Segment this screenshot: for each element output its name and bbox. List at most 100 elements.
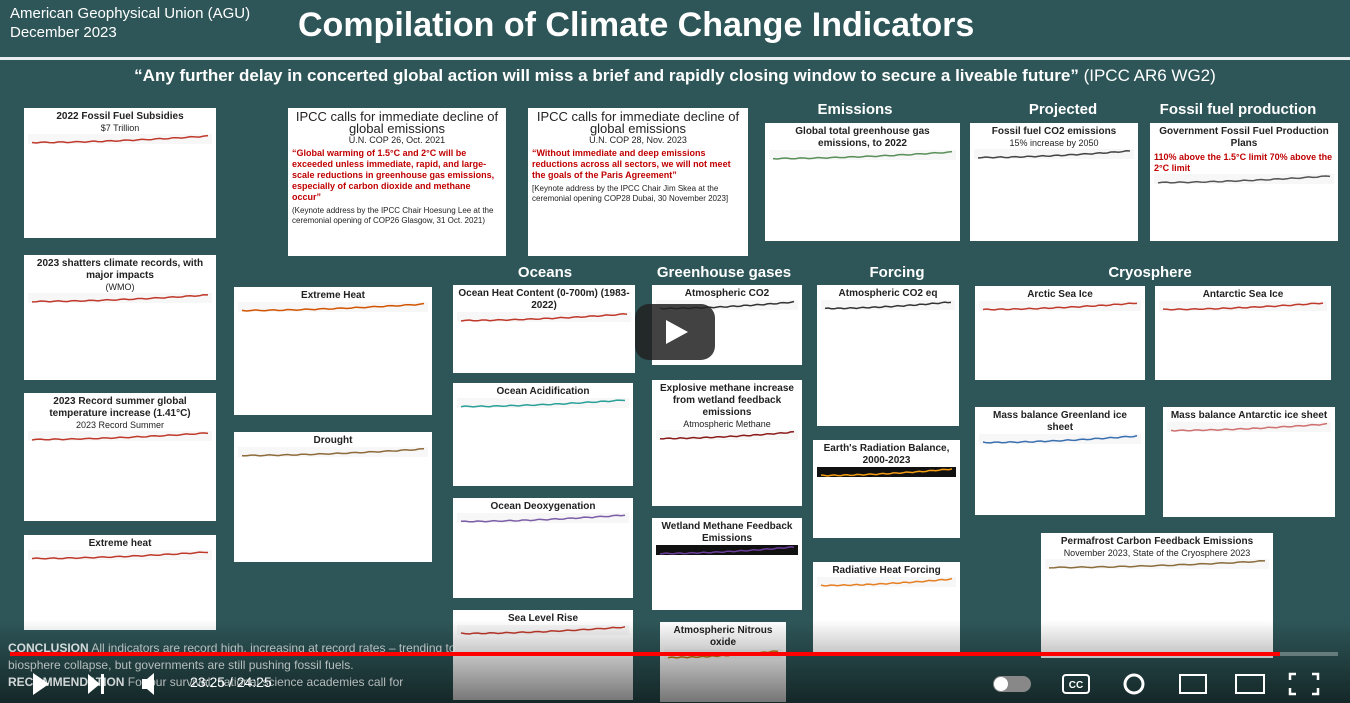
chart-line [659, 546, 795, 555]
quote-source: (IPCC AR6 WG2) [1083, 66, 1216, 85]
chart-thumbnail [238, 302, 428, 312]
panel-title: Ocean Deoxygenation [490, 501, 596, 512]
chart-background [656, 300, 798, 310]
next-button[interactable] [88, 674, 104, 694]
chart-line [659, 430, 795, 440]
panel-subtitle: U.N. COP 28, Nov. 2023 [589, 135, 687, 145]
chart-thumbnail [28, 134, 212, 144]
panel: Ocean Heat Content (0-700m) (1983-2022) [453, 285, 635, 373]
panel-title: Sea Level Rise [507, 613, 579, 624]
panel-title: Explosive methane increase from wetland … [660, 383, 794, 418]
panel: 2023 Record summer global temperature in… [24, 393, 216, 521]
chart-line [1157, 175, 1331, 184]
chart-background [457, 398, 629, 408]
panel: Government Fossil Fuel Production Plans 1… [1150, 123, 1338, 241]
panel: Ocean Acidification [453, 383, 633, 486]
section-label: Emissions [817, 101, 893, 118]
panel-title: Ocean Heat Content (0-700m) (1983-2022) [458, 288, 630, 311]
theater-button[interactable] [1235, 674, 1265, 694]
progress-bar[interactable] [10, 652, 1338, 656]
panel: Atmospheric CO2 eq [817, 285, 959, 426]
panel-quote: “Without immediate and deep emissions re… [532, 148, 731, 180]
play-button[interactable] [33, 673, 49, 695]
panel: Extreme heat [24, 535, 216, 630]
autoplay-toggle[interactable] [993, 676, 1031, 692]
panel-quote: 110% above the 1.5°C limit 70% above the… [1154, 152, 1333, 173]
chart-thumbnail [817, 577, 956, 587]
panel-quote: “Global warming of 1.5°C and 2°C will be… [292, 148, 495, 202]
volume-button[interactable] [142, 673, 154, 695]
chart-background [238, 302, 428, 312]
conclusion-text: All indicators are record high, increasi… [8, 641, 456, 672]
panel-title: Extreme Heat [301, 290, 365, 301]
panel-note: [Keynote address by the IPCC Chair Jim S… [532, 184, 729, 203]
panel-note: (Keynote address by the IPCC Chair Hoesu… [292, 206, 494, 225]
chart-thumbnail [1159, 301, 1327, 311]
panel-title: Ocean Acidification [496, 386, 590, 397]
settings-button[interactable] [1123, 673, 1145, 695]
panel: Extreme Heat [234, 287, 432, 415]
chart-line [824, 301, 952, 310]
chart-line [460, 399, 626, 408]
chart-thumbnail [769, 150, 956, 160]
panel-title: 2023 shatters climate records, with majo… [36, 258, 204, 281]
poster-title: Compilation of Climate Change Indicators [298, 6, 975, 44]
panel-title: Government Fossil Fuel Production Plans [1159, 126, 1329, 149]
panel-title: Earth's Radiation Balance, 2000-2023 [823, 443, 950, 466]
section-label: Greenhouse gases [656, 264, 792, 281]
chart-thumbnail [457, 513, 629, 523]
divider [0, 57, 1350, 60]
panel-title: Drought [313, 435, 353, 446]
panel: 2023 shatters climate records, with majo… [24, 255, 216, 380]
panel-title: Fossil fuel CO2 emissions [991, 126, 1117, 137]
chart-background [817, 467, 956, 477]
panel-subtitle: Atmospheric Methane [683, 419, 771, 429]
chart-background [1045, 559, 1269, 569]
miniplayer-button[interactable] [1179, 674, 1207, 694]
chart-background [979, 434, 1141, 444]
center-play[interactable] [635, 304, 715, 360]
chart-background [656, 545, 798, 555]
chart-thumbnail [979, 434, 1141, 444]
chart-thumbnail [817, 467, 956, 477]
section-label: Projected [1028, 101, 1098, 118]
header-org: American Geophysical Union (AGU) Decembe… [10, 4, 250, 42]
chart-thumbnail [28, 550, 212, 560]
chart-background [974, 149, 1134, 159]
chart-line [820, 577, 953, 587]
chart-thumbnail [457, 312, 631, 322]
chart-line [31, 294, 209, 303]
chart-thumbnail [238, 447, 428, 457]
chart-thumbnail [1045, 559, 1269, 569]
panel: IPCC calls for immediate decline of glob… [528, 108, 748, 256]
chart-background [28, 431, 212, 441]
chart-line [820, 468, 953, 477]
chart-background [457, 312, 631, 322]
section-label: Forcing [869, 264, 925, 281]
chart-line [1170, 422, 1328, 432]
panel-title: Permafrost Carbon Feedback Emissions [1060, 536, 1254, 547]
panel-subtitle: November 2023, State of the Cryosphere 2… [1063, 548, 1251, 558]
panel-title: Arctic Sea Ice [1027, 289, 1093, 300]
panel-title: IPCC calls for immediate decline of glob… [295, 109, 499, 136]
svg-text:CC: CC [1069, 680, 1083, 691]
chart-thumbnail [1154, 174, 1334, 184]
panel: IPCC calls for immediate decline of glob… [288, 108, 506, 256]
chart-thumbnail [979, 301, 1141, 311]
chart-background [817, 577, 956, 587]
chart-background [769, 150, 956, 160]
chart-line [31, 134, 209, 144]
section-label: Oceans [517, 264, 573, 281]
date: December 2023 [10, 24, 117, 41]
panel-title: Mass balance Antarctic ice sheet [1170, 410, 1328, 421]
conclusion-label: CONCLUSION [8, 641, 89, 655]
panel: Mass balance Greenland ice sheet [975, 407, 1145, 515]
chart-background [821, 300, 955, 310]
quote-text: “Any further delay in concerted global a… [134, 66, 1079, 85]
panel-title: 2023 Record summer global temperature in… [49, 396, 191, 419]
captions-button[interactable]: CC [1062, 674, 1090, 694]
chart-background [1159, 301, 1327, 311]
fullscreen-button[interactable] [1288, 672, 1320, 696]
panel-subtitle: (WMO) [105, 282, 135, 292]
